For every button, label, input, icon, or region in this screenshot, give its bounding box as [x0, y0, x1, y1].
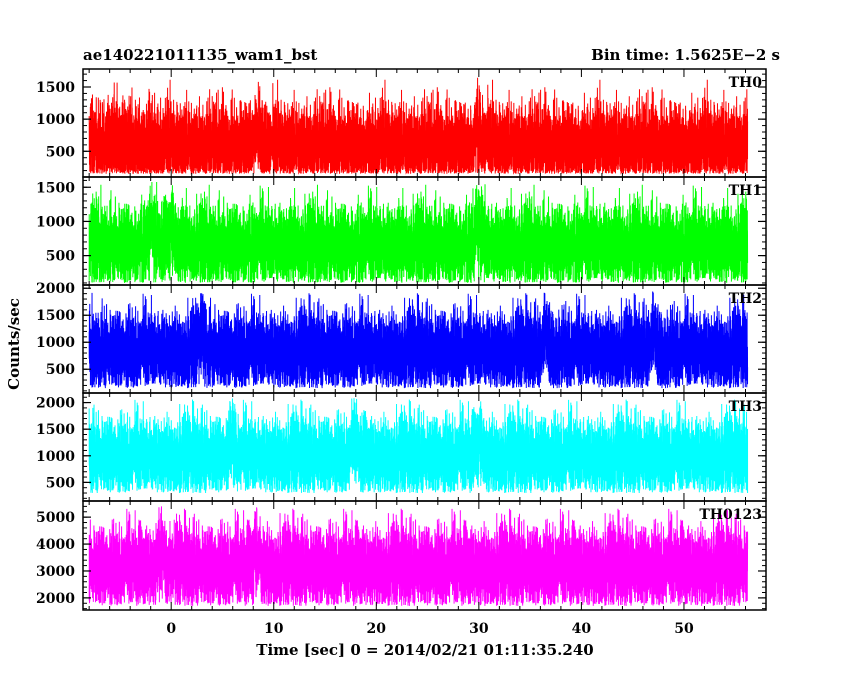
y-tick-label: 2000 [36, 281, 75, 297]
x-tick-label: 30 [469, 621, 489, 637]
y-tick-label: 2000 [36, 396, 75, 412]
series-label-th3: TH3 [729, 399, 762, 415]
x-axis-label: Time [sec] 0 = 2014/02/21 01:11:35.240 [256, 641, 593, 659]
series-label-th0123: TH0123 [699, 507, 762, 523]
panel-th3: 500 1000 1500 2000 TH3 [36, 392, 767, 502]
x-tick-label: 50 [674, 621, 694, 637]
series-line-th3 [88, 398, 749, 494]
y-tick-label: 1500 [36, 308, 75, 324]
y-tick-label: 4000 [36, 537, 75, 553]
panel-th0123: 2000 3000 4000 5000 TH0123 [36, 500, 767, 611]
panel-th0: 500 1000 1500 TH0 [36, 68, 767, 178]
y-tick-label: 500 [46, 249, 75, 265]
panel-th1: 500 1000 1500 TH1 [36, 176, 767, 286]
y-tick-label: 500 [46, 475, 75, 491]
x-tick-label: 40 [572, 621, 592, 637]
header-left-title: ae140221011135_wam1_bst [83, 46, 317, 64]
y-tick-label: 1500 [36, 80, 75, 96]
x-tick-label: 10 [264, 621, 284, 637]
y-tick-label: 500 [46, 362, 75, 378]
series-line-th2 [88, 291, 749, 389]
y-tick-label: 1500 [36, 422, 75, 438]
series-line-th0123 [88, 506, 749, 606]
y-tick-label: 1000 [36, 335, 75, 351]
panels-group: 500 1000 1500 TH0 500 1000 1500 TH1 500 1000 1500 2… [36, 68, 767, 611]
series-label-th0: TH0 [729, 75, 763, 91]
panel-frame [82, 500, 767, 611]
panel-th2: 500 1000 1500 2000 TH2 [36, 281, 767, 394]
y-axis-label: Counts/sec [5, 298, 23, 390]
x-axis-ticks: 0 10 20 30 40 50 [166, 621, 694, 637]
y-tick-label: 1000 [36, 449, 75, 465]
series-label-th2: TH2 [729, 291, 762, 307]
x-tick-label: 0 [166, 621, 176, 637]
x-tick-label: 20 [367, 621, 387, 637]
y-tick-label: 3000 [36, 564, 75, 580]
y-tick-label: 1000 [36, 112, 75, 128]
y-tick-label: 1500 [36, 180, 75, 196]
series-label-th1: TH1 [729, 183, 762, 199]
series-line-th1 [88, 181, 749, 283]
header-bin-time: Bin time: 1.5625E−2 s [591, 46, 780, 64]
y-tick-label: 2000 [36, 591, 75, 607]
series-line-th0 [88, 77, 749, 175]
y-tick-label: 500 [46, 144, 75, 160]
y-tick-label: 5000 [36, 510, 75, 526]
y-tick-label: 1000 [36, 214, 75, 230]
